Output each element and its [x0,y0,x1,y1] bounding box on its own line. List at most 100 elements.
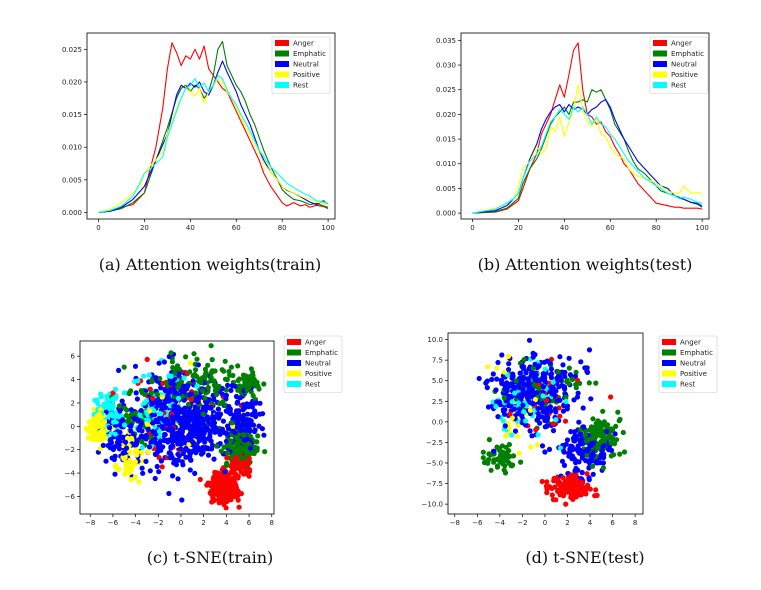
legend-swatch-emphatic [653,50,667,57]
scatter-point-neutral [158,458,164,464]
scatter-point-anger [557,413,563,419]
scatter-point-emphatic [246,450,252,456]
y-tick-label: −2.5 [426,439,443,447]
scatter-point-emphatic [139,439,145,445]
x-tick-label: 20 [140,224,149,232]
scatter-point-emphatic [608,440,614,446]
scatter-point-emphatic [616,418,622,424]
scatter-point-emphatic [132,410,138,416]
scatter-point-positive [505,353,511,359]
y-tick-label: 0.000 [62,209,82,217]
scatter-point-neutral [152,399,158,406]
scatter-point-neutral [161,359,167,365]
scatter-point-anger [581,485,587,491]
scatter-point-neutral [576,419,582,425]
scatter-point-neutral [557,354,563,360]
scatter-point-neutral [494,376,500,382]
scatter-point-emphatic [573,385,579,391]
scatter-point-neutral [194,447,200,454]
scatter-point-emphatic [154,391,160,398]
scatter-point-neutral [116,367,122,373]
y-tick-label: 0.010 [62,144,82,152]
scatter-point-neutral [234,424,241,430]
scatter-point-neutral [540,371,546,377]
scatter-point-neutral [606,447,612,453]
scatter-point-emphatic [510,453,517,459]
scatter-point-emphatic [518,459,524,465]
legend-label-anger: Anger [305,339,326,347]
scatter-point-emphatic [621,449,628,455]
scatter-point-anger [562,478,568,485]
scatter-point-emphatic [486,457,492,463]
scatter-point-emphatic [229,420,235,426]
scatter-point-neutral [604,428,610,435]
scatter-point-emphatic [202,366,208,372]
scatter-point-emphatic [255,433,261,439]
y-tick-label: 0.025 [62,46,82,54]
scatter-point-emphatic [503,444,509,450]
scatter-point-anger [208,482,214,489]
scatter-point-emphatic [183,354,189,360]
scatter-point-neutral [165,426,171,433]
scatter-point-positive [532,397,539,403]
scatter-point-positive [113,464,119,470]
scatter-point-anger [210,491,216,497]
scatter-point-neutral [175,437,181,443]
scatter-point-neutral [561,462,568,468]
scatter-point-neutral [578,359,584,365]
scatter-point-anger [539,478,545,485]
scatter-point-emphatic [212,383,218,389]
scatter-point-neutral [505,367,512,373]
scatter-point-anger [226,493,232,499]
scatter-point-anger [235,497,241,503]
scatter-point-neutral [518,394,524,400]
scatter-point-neutral [559,458,566,464]
scatter-point-emphatic [149,379,155,385]
series-group [98,40,329,214]
scatter-point-emphatic [508,462,514,469]
scatter-point-rest [121,422,128,428]
scatter-point-neutral [560,362,566,368]
scatter-point-neutral [107,425,113,431]
scatter-point-neutral [243,428,249,434]
x-tick-label: 0 [543,519,547,527]
scatter-point-emphatic [185,401,192,407]
scatter-point-emphatic [211,378,217,384]
legend-swatch-emphatic [275,50,289,57]
scatter-point-neutral [169,426,175,432]
scatter-point-anger [568,472,574,478]
scatter-point-anger [213,470,219,476]
scatter-point-neutral [516,383,522,389]
scatter-point-anger [557,488,564,494]
scatter-point-neutral [205,452,212,458]
scatter-point-rest [515,400,522,406]
scatter-point-neutral [154,463,160,470]
y-tick-label: −10.0 [422,501,443,509]
scatter-point-emphatic [617,451,623,457]
scatter-point-neutral [112,471,118,477]
scatter-point-emphatic [193,390,199,396]
scatter-point-neutral [252,408,258,414]
scatter-point-emphatic [214,443,220,449]
scatter-point-rest [550,379,556,385]
axes-frame [79,340,275,515]
x-tick-label: −6 [108,519,119,527]
series-line-neutral [472,99,703,214]
scatter-point-neutral [116,442,122,448]
scatter-point-neutral [256,423,262,429]
scatter-point-rest [141,373,147,379]
scatter-point-neutral [542,449,548,455]
scatter-point-neutral [533,371,539,378]
scatter-point-neutral [586,475,592,481]
x-tick-label: 2 [565,519,569,527]
scatter-point-neutral [508,403,514,409]
legend-swatch-emphatic [662,349,676,356]
scatter-point-neutral [542,424,548,430]
scatter-point-emphatic [250,373,256,379]
y-tick-label: −4 [65,470,76,478]
scatter-point-rest [521,409,527,415]
scatter-point-neutral [195,412,201,418]
y-tick-label: −2 [65,446,75,454]
scatter-point-neutral [567,372,574,378]
scatter-point-emphatic [200,374,206,380]
